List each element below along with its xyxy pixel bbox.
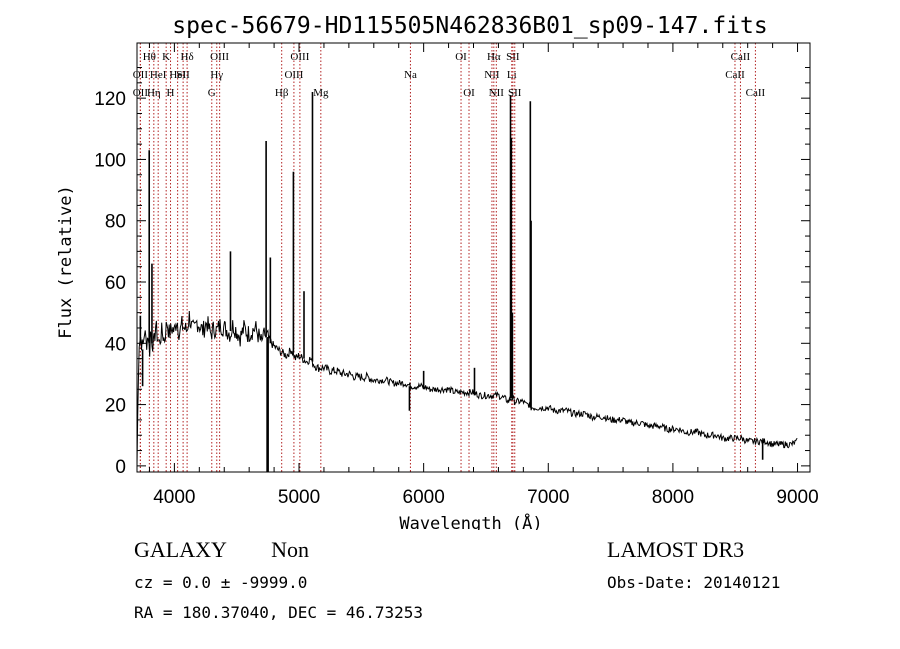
x-axis: 4000 5000 6000 7000 8000 9000 xyxy=(148,43,819,508)
line-marker-label: Hβ xyxy=(275,87,289,99)
line-marker-label: Hη xyxy=(147,87,161,99)
line-marker-label: OI xyxy=(455,51,467,63)
line-marker-label: CaII xyxy=(725,69,745,81)
y-tick-label: 120 xyxy=(94,89,126,110)
line-marker-label: Hδ xyxy=(181,51,194,63)
y-tick-label: 20 xyxy=(105,396,126,417)
line-marker-label: OIII xyxy=(284,69,303,81)
x-axis-label: Wavelength (Å) xyxy=(399,512,542,530)
line-marker-label: SII xyxy=(506,51,520,63)
line-marker-label: HeI xyxy=(150,69,167,81)
line-marker-label: Hα xyxy=(487,51,501,63)
spectrum-line xyxy=(136,310,798,467)
line-marker-label: OIII xyxy=(290,51,309,63)
plot-frame xyxy=(136,42,811,473)
line-marker-label: Hγ xyxy=(210,69,223,81)
x-tick-label: 5000 xyxy=(278,487,320,508)
y-tick-label: 40 xyxy=(105,334,126,355)
y-tick-label: 80 xyxy=(105,212,126,233)
y-tick-label: 0 xyxy=(115,457,126,478)
spectrum-series xyxy=(136,92,798,472)
line-marker-label: SII xyxy=(176,69,190,81)
line-marker-label: OI xyxy=(463,87,475,99)
x-tick-label: 8000 xyxy=(652,487,694,508)
y-axis-label: Flux (relative) xyxy=(56,185,76,339)
spectral-line-markers: OIIOIIHθHηHeIKHHeISIIHδGHγOIIIHβOIIIOIII… xyxy=(133,43,766,472)
x-tick-label: 9000 xyxy=(776,487,818,508)
chart-title: spec-56679-HD115505N462836B01_sp09-147.f… xyxy=(172,13,767,39)
redshift-text: cz = 0.0 ± -9999.0 xyxy=(134,573,308,592)
line-marker-label: HeI xyxy=(169,69,186,81)
line-marker-label: CaII xyxy=(731,51,751,63)
line-marker-label: Hθ xyxy=(143,51,156,63)
coordinates-text: RA = 180.37040, DEC = 46.73253 xyxy=(134,603,423,622)
survey-name: LAMOST DR3 xyxy=(607,537,745,562)
object-class: GALAXY xyxy=(134,537,227,562)
line-marker-label: H xyxy=(167,87,175,99)
y-tick-label: 100 xyxy=(94,150,126,171)
y-axis: 0 20 40 60 80 100 120 xyxy=(94,67,810,478)
observation-date: Obs-Date: 20140121 xyxy=(607,573,781,592)
x-tick-label: 6000 xyxy=(403,487,445,508)
line-marker-label: OIII xyxy=(210,51,229,63)
line-marker-label: Na xyxy=(404,69,417,81)
x-tick-label: 7000 xyxy=(527,487,569,508)
classification-row: GALAXY Non xyxy=(134,537,309,563)
line-marker-label: Li xyxy=(507,69,517,81)
line-marker-label: G xyxy=(208,87,216,99)
object-subclass: Non xyxy=(271,537,309,562)
line-marker-label: Mg xyxy=(313,87,329,99)
line-marker-label: K xyxy=(162,51,170,63)
x-tick-label: 4000 xyxy=(153,487,195,508)
line-marker-label: NII xyxy=(484,69,500,81)
line-marker-label: CaII xyxy=(746,87,766,99)
spectrum-chart: spec-56679-HD115505N462836B01_sp09-147.f… xyxy=(56,13,819,530)
line-marker-label: NII xyxy=(489,87,505,99)
y-tick-label: 60 xyxy=(105,273,126,294)
line-marker-label: SII xyxy=(508,87,522,99)
